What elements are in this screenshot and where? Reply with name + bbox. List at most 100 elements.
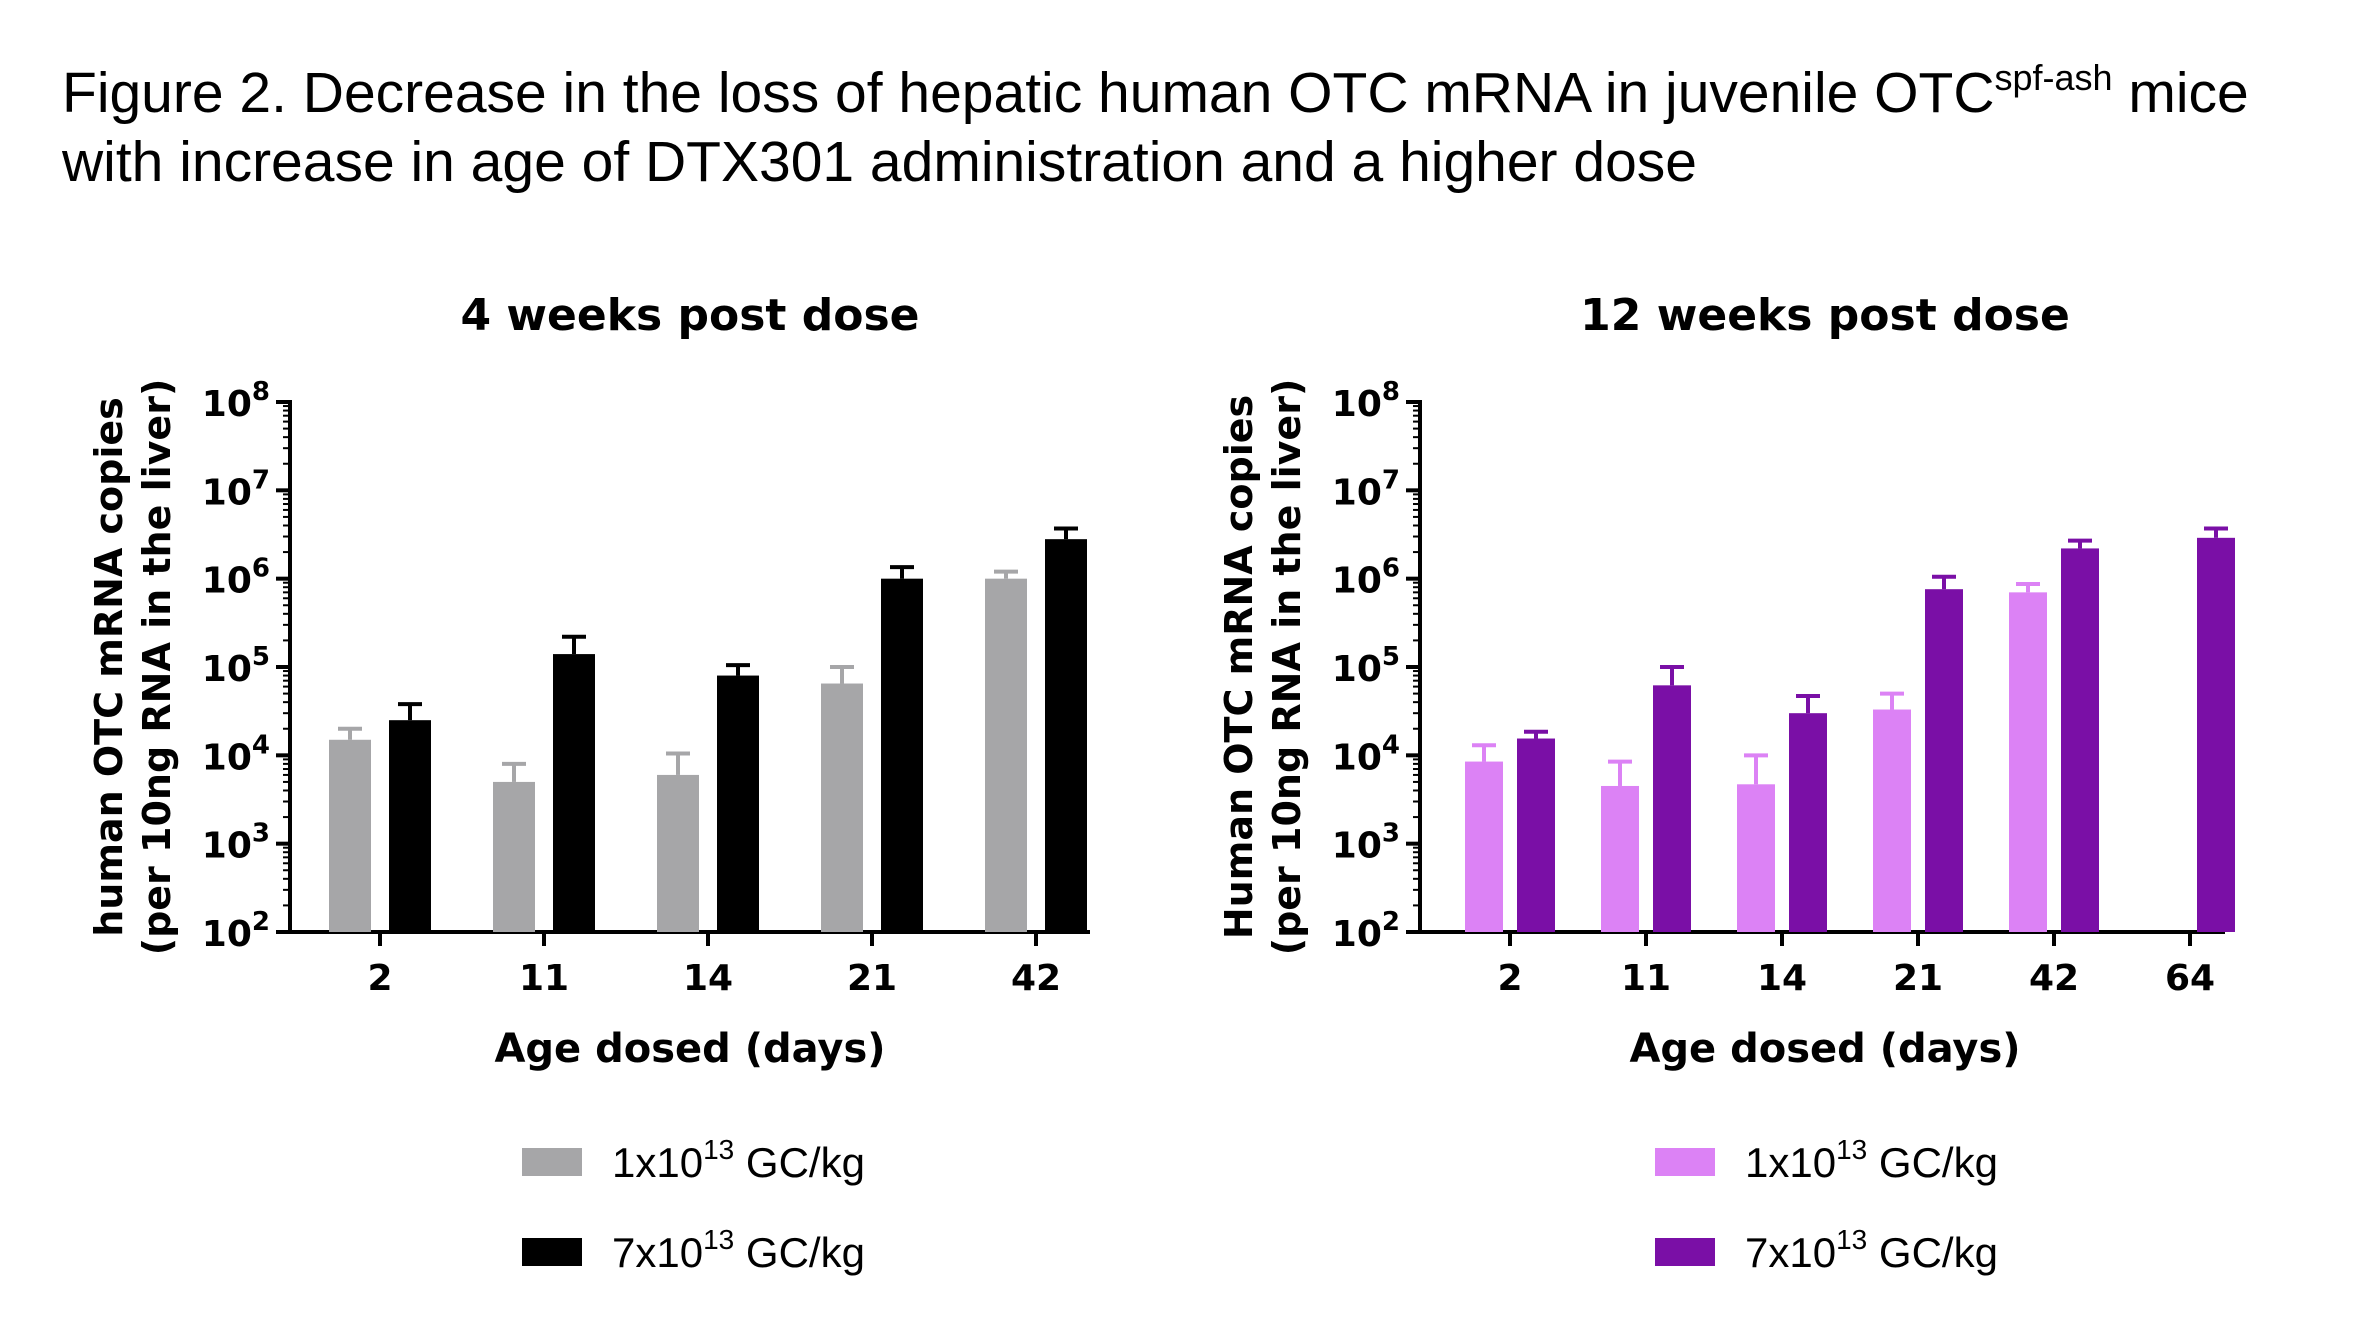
legend-label-high-dose: 7x1013 GC/kg bbox=[1745, 1224, 1998, 1276]
y-tick-label: 103 bbox=[1332, 819, 1400, 867]
y-tick-exponent: 2 bbox=[1382, 907, 1400, 937]
y-tick-base: 10 bbox=[202, 561, 252, 602]
y-tick-base: 10 bbox=[1332, 649, 1382, 690]
y-tick-label: 104 bbox=[202, 730, 270, 778]
x-tick-label: 21 bbox=[847, 958, 897, 999]
y-tick-exponent: 8 bbox=[1382, 377, 1400, 407]
chart-title: 12 weeks post dose bbox=[1580, 290, 2070, 341]
y-tick-exponent: 8 bbox=[252, 377, 270, 407]
figure-title-line1-end: mice bbox=[2112, 61, 2249, 125]
legend-label-base: 7x10 bbox=[1745, 1229, 1836, 1276]
bar-high-dose-11 bbox=[1653, 685, 1691, 932]
y-tick-exponent: 3 bbox=[1382, 819, 1400, 849]
legend-label-unit: GC/kg bbox=[1867, 1229, 1998, 1276]
legend-label-base: 1x10 bbox=[612, 1139, 703, 1186]
y-tick-exponent: 7 bbox=[252, 465, 270, 495]
y-tick-label: 107 bbox=[1332, 465, 1400, 513]
x-axis-label: Age dosed (days) bbox=[494, 1026, 885, 1072]
legend-label-exponent: 13 bbox=[703, 1134, 734, 1165]
y-tick-label: 104 bbox=[1332, 730, 1400, 778]
x-tick-label: 11 bbox=[1621, 958, 1671, 999]
bar-low-dose-21 bbox=[821, 683, 863, 932]
y-tick-base: 10 bbox=[202, 649, 252, 690]
legend-label-high-dose: 7x1013 GC/kg bbox=[612, 1224, 865, 1276]
bar-high-dose-14 bbox=[1789, 713, 1827, 932]
y-tick-exponent: 6 bbox=[1382, 554, 1400, 584]
y-tick-exponent: 2 bbox=[252, 907, 270, 937]
x-tick-label: 64 bbox=[2165, 958, 2215, 999]
x-tick-label: 11 bbox=[519, 958, 569, 999]
bar-high-dose-2 bbox=[389, 720, 431, 932]
legend-label-low-dose: 1x1013 GC/kg bbox=[1745, 1134, 1998, 1186]
bar-low-dose-42 bbox=[985, 578, 1027, 932]
y-tick-base: 10 bbox=[202, 737, 252, 778]
x-tick-label: 2 bbox=[1497, 958, 1522, 999]
y-tick-label: 107 bbox=[202, 465, 270, 513]
y-axis-label-line2: (per 10ng RNA in the liver) bbox=[135, 379, 179, 956]
y-tick-label: 105 bbox=[202, 642, 270, 690]
x-tick-label: 2 bbox=[367, 958, 392, 999]
legend-label-unit: GC/kg bbox=[734, 1139, 865, 1186]
legend-swatch-low-dose bbox=[1655, 1148, 1715, 1176]
bar-low-dose-2 bbox=[1465, 761, 1503, 932]
legend-label-exponent: 13 bbox=[1836, 1224, 1867, 1255]
x-tick-label: 14 bbox=[1757, 958, 1807, 999]
x-axis-label: Age dosed (days) bbox=[1629, 1026, 2020, 1072]
y-tick-label: 106 bbox=[202, 554, 270, 602]
legend-label-unit: GC/kg bbox=[734, 1229, 865, 1276]
y-tick-label: 105 bbox=[1332, 642, 1400, 690]
bar-high-dose-11 bbox=[553, 654, 595, 932]
y-tick-base: 10 bbox=[202, 826, 252, 867]
chart-title: 4 weeks post dose bbox=[460, 290, 919, 341]
y-tick-label: 102 bbox=[1332, 907, 1400, 955]
x-tick-label: 42 bbox=[1011, 958, 1061, 999]
y-tick-label: 102 bbox=[202, 907, 270, 955]
y-tick-exponent: 4 bbox=[1382, 730, 1400, 760]
y-tick-exponent: 6 bbox=[252, 554, 270, 584]
y-tick-label: 108 bbox=[1332, 377, 1400, 425]
y-tick-base: 10 bbox=[1332, 561, 1382, 602]
chart-panel-1: 4 weeks post dose human OTC mRNA copies (p… bbox=[87, 290, 1090, 1276]
legend-label-base: 7x10 bbox=[612, 1229, 703, 1276]
bar-low-dose-42 bbox=[2009, 592, 2047, 932]
bar-high-dose-64 bbox=[2197, 537, 2235, 932]
legend-swatch-high-dose bbox=[1655, 1238, 1715, 1266]
y-tick-label: 108 bbox=[202, 377, 270, 425]
y-tick-base: 10 bbox=[1332, 826, 1382, 867]
y-tick-base: 10 bbox=[1332, 914, 1382, 955]
bar-low-dose-14 bbox=[1737, 784, 1775, 932]
bar-high-dose-2 bbox=[1517, 738, 1555, 932]
legend-label-low-dose: 1x1013 GC/kg bbox=[612, 1134, 865, 1186]
y-tick-base: 10 bbox=[202, 384, 252, 425]
y-tick-exponent: 5 bbox=[252, 642, 270, 672]
bar-low-dose-21 bbox=[1873, 709, 1911, 932]
figure-title: Figure 2. Decrease in the loss of hepati… bbox=[62, 57, 2302, 194]
y-axis-label-line1: Human OTC mRNA copies bbox=[1217, 395, 1261, 939]
x-tick-label: 14 bbox=[683, 958, 733, 999]
y-tick-base: 10 bbox=[1332, 384, 1382, 425]
legend-swatch-low-dose bbox=[522, 1148, 582, 1176]
bar-high-dose-21 bbox=[1925, 589, 1963, 932]
y-axis-label-line1: human OTC mRNA copies bbox=[87, 397, 131, 937]
legend-label-exponent: 13 bbox=[1836, 1134, 1867, 1165]
y-tick-label: 106 bbox=[1332, 554, 1400, 602]
y-axis-label-line2: (per 10ng RNA in the liver) bbox=[1265, 379, 1309, 956]
x-tick-label: 42 bbox=[2029, 958, 2079, 999]
bar-high-dose-42 bbox=[2061, 548, 2099, 932]
x-tick-label: 21 bbox=[1893, 958, 1943, 999]
y-tick-exponent: 3 bbox=[252, 819, 270, 849]
y-tick-exponent: 4 bbox=[252, 730, 270, 760]
bar-low-dose-2 bbox=[329, 739, 371, 932]
bar-high-dose-14 bbox=[717, 675, 759, 932]
legend-label-base: 1x10 bbox=[1745, 1139, 1836, 1186]
legend-label-unit: GC/kg bbox=[1867, 1139, 1998, 1186]
y-tick-label: 103 bbox=[202, 819, 270, 867]
bar-low-dose-14 bbox=[657, 774, 699, 932]
legend-label-exponent: 13 bbox=[703, 1224, 734, 1255]
figure-title-superscript: spf-ash bbox=[1994, 57, 2113, 98]
y-tick-exponent: 5 bbox=[1382, 642, 1400, 672]
y-tick-exponent: 7 bbox=[1382, 465, 1400, 495]
bar-high-dose-42 bbox=[1045, 539, 1087, 932]
figure-title-line2: with increase in age of DTX301 administr… bbox=[62, 130, 1697, 194]
